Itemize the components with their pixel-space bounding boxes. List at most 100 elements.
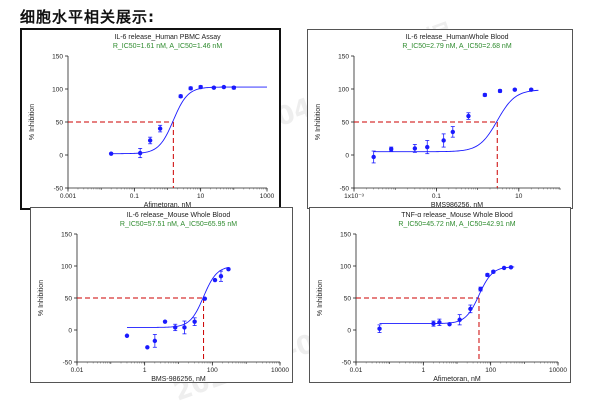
data-point <box>198 84 203 90</box>
x-tick-label: 1x10⁻³ <box>344 193 365 200</box>
data-point <box>441 138 446 143</box>
data-point <box>162 319 168 324</box>
data-point <box>501 265 507 271</box>
y-tick-label: -50 <box>63 360 73 367</box>
y-axis-label: % Inhibition <box>317 280 324 316</box>
data-point <box>485 272 490 278</box>
data-point <box>478 286 483 292</box>
data-point <box>188 86 193 91</box>
data-point <box>482 92 488 98</box>
chart-human-wb-svg: IL-6 release_HumanWhole Blood R_IC50=2.79… <box>315 34 561 208</box>
chart-title: IL-6 release_Human PBMC Assay <box>114 34 221 41</box>
data-point <box>457 317 462 322</box>
data-point <box>157 126 163 131</box>
x-tick-label: 0.1 <box>432 193 441 200</box>
data-point <box>512 87 518 92</box>
x-tick-label: 10000 <box>549 367 567 374</box>
x-tick-label: 1 <box>422 367 426 374</box>
chart-mouse-wb-svg: IL-6 release_Mouse Whole Blood R_IC50=57.… <box>38 212 289 382</box>
data-point <box>226 267 231 272</box>
data-point <box>371 154 376 160</box>
data-point <box>466 113 471 119</box>
chart-subtitle: R_IC50=1.61 nM, A_IC50=1.46 nM <box>113 43 223 50</box>
y-axis-label: % Inhibition <box>315 104 322 140</box>
y-tick-label: 50 <box>65 296 73 303</box>
fit-curve <box>126 267 229 328</box>
y-tick-label: 0 <box>345 153 349 160</box>
x-axis-label: Afimetoran, nM <box>433 376 481 382</box>
data-point <box>497 88 503 94</box>
data-point <box>425 144 430 150</box>
chart-title: IL-6 release_Mouse Whole Blood <box>127 212 231 219</box>
y-tick-label: 50 <box>344 296 352 303</box>
y-axis-label: % Inhibition <box>38 280 45 316</box>
chart-panel-human-wb: IL-6 release_HumanWhole Blood R_IC50=2.79… <box>307 29 573 209</box>
x-tick-label: 0.1 <box>130 193 139 200</box>
y-tick-label: 100 <box>61 264 72 271</box>
page-heading: 细胞水平相关展示: <box>20 8 155 26</box>
chart-tnf-svg: TNF-α release_Mouse Whole Blood R_IC50=45… <box>317 212 567 382</box>
y-tick-label: 150 <box>52 54 63 61</box>
y-tick-label: 150 <box>340 232 351 239</box>
data-point <box>137 150 143 156</box>
data-point <box>377 326 382 331</box>
data-point <box>221 84 227 90</box>
chart-panel-pbmc: IL-6 release_Human PBMC Assay R_IC50=1.61… <box>20 28 281 210</box>
x-tick-label: 100 <box>485 367 496 374</box>
chart-subtitle: R_IC50=45.72 nM, A_IC50=42.91 nM <box>398 221 515 228</box>
data-point <box>508 265 514 270</box>
data-point <box>468 306 473 312</box>
chart-panel-mouse-wb: IL-6 release_Mouse Whole Blood R_IC50=57.… <box>30 207 293 383</box>
y-tick-label: -50 <box>54 186 64 193</box>
data-point <box>108 151 114 156</box>
y-tick-label: 50 <box>56 120 64 127</box>
data-point <box>192 319 197 324</box>
x-tick-label: 0.01 <box>350 367 363 374</box>
data-point <box>145 345 150 350</box>
x-axis-label: BMS986256, nM <box>431 202 483 208</box>
data-point <box>529 87 534 92</box>
data-point <box>202 296 208 301</box>
y-tick-label: 0 <box>68 328 72 335</box>
data-point <box>431 321 436 326</box>
x-tick-label: 0.001 <box>60 193 77 200</box>
fit-curve <box>379 266 515 325</box>
data-point <box>147 138 153 143</box>
x-tick-label: 0.01 <box>71 367 84 374</box>
y-tick-label: -50 <box>340 186 350 193</box>
data-point <box>152 338 158 344</box>
x-tick-label: 10000 <box>271 367 289 374</box>
y-tick-label: 50 <box>342 120 350 127</box>
data-point <box>437 320 442 325</box>
data-point <box>124 333 130 338</box>
data-point <box>182 325 187 330</box>
data-point <box>231 85 237 90</box>
chart-subtitle: R_IC50=2.79 nM, A_IC50=2.68 nM <box>402 43 512 50</box>
data-point <box>218 274 224 279</box>
y-tick-label: -50 <box>342 360 352 367</box>
data-point <box>389 146 394 152</box>
x-tick-label: 1000 <box>260 193 275 200</box>
y-tick-label: 0 <box>347 328 351 335</box>
y-tick-label: 0 <box>59 153 63 160</box>
y-tick-label: 100 <box>52 87 63 94</box>
chart-subtitle: R_IC50=57.51 nM, A_IC50=65.95 nM <box>120 221 237 228</box>
chart-title: IL-6 release_HumanWhole Blood <box>405 34 508 41</box>
chart-title: TNF-α release_Mouse Whole Blood <box>401 212 513 219</box>
data-point <box>447 322 452 327</box>
chart-panel-tnf: TNF-α release_Mouse Whole Blood R_IC50=45… <box>309 207 571 383</box>
chart-pbmc-svg: IL-6 release_Human PBMC Assay R_IC50=1.61… <box>29 34 275 208</box>
y-axis-label: % Inhibition <box>29 104 36 140</box>
y-tick-label: 150 <box>61 232 72 239</box>
data-point <box>450 129 455 135</box>
data-point <box>173 325 178 330</box>
x-axis-label: Afimetoran, nM <box>144 202 192 208</box>
data-point <box>212 277 218 283</box>
x-tick-label: 1 <box>143 367 147 374</box>
data-point <box>178 94 183 99</box>
y-tick-label: 100 <box>340 264 351 271</box>
x-tick-label: 10 <box>515 193 523 200</box>
data-point <box>211 85 217 90</box>
y-tick-label: 150 <box>338 54 349 61</box>
fit-curve <box>111 86 267 155</box>
